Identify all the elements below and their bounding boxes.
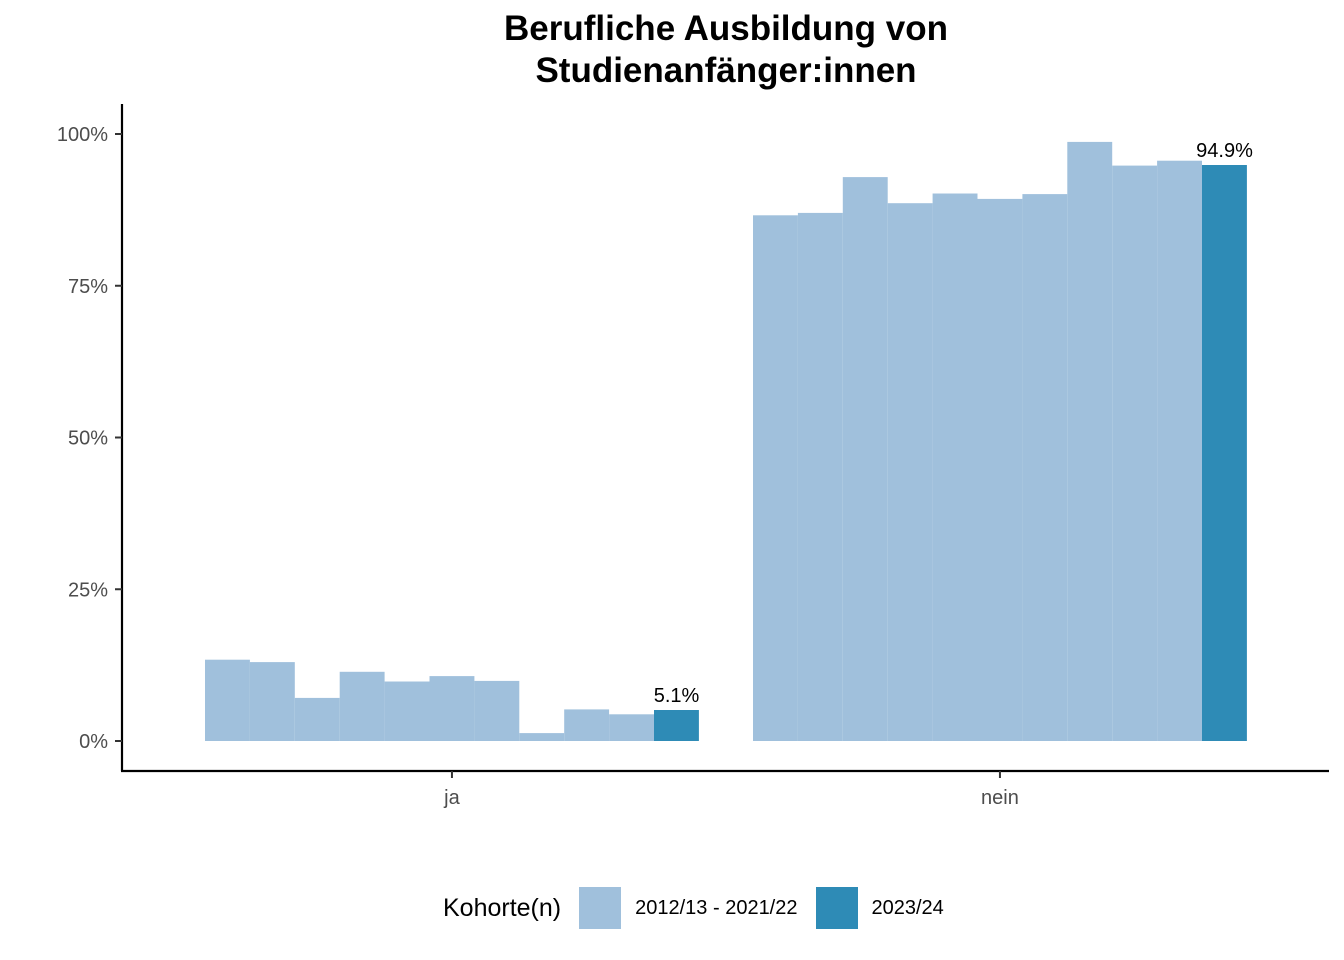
bar-nein-cohort-3	[887, 203, 933, 741]
bar-nein-cohort-8	[1112, 165, 1158, 742]
bar-ja-cohort-8	[564, 709, 610, 741]
legend-label-current: 2023/24	[871, 896, 944, 919]
bar-ja-cohort-7	[519, 733, 565, 741]
bar-nein-cohort-9	[1157, 160, 1202, 741]
chart-title: Berufliche Ausbildung von Studienanfänge…	[0, 8, 1344, 92]
x-axis-ticks: ja nein	[443, 771, 1019, 809]
bar-ja-cohort-1	[249, 662, 295, 741]
chart-title-line-1: Berufliche Ausbildung von	[504, 9, 948, 48]
legend: Kohorte(n) 2012/13 - 2021/22 2023/24	[443, 886, 962, 930]
y-axis-ticks: 0% 25% 50% 75% 100%	[57, 124, 122, 753]
bar-ja-cohort-3	[339, 671, 385, 741]
bar-ja-cohort-2	[294, 697, 340, 741]
bar-nein-cohort-0	[753, 215, 798, 742]
bar-ja-cohort-4	[384, 681, 430, 741]
bar-nein-cohort-2	[842, 177, 888, 742]
bar-nein-cohort-1	[797, 212, 843, 741]
data-label-group: 5.1% 94.9%	[654, 140, 1253, 707]
bar-nein-cohort-4	[932, 193, 978, 741]
bar-ja-cohort-9	[609, 714, 654, 741]
data-label-nein: 94.9%	[1196, 140, 1253, 162]
bar-group	[205, 141, 1247, 742]
y-tick-label: 50%	[68, 428, 108, 450]
chart-title-line-2: Studienanfänger:innen	[535, 51, 917, 90]
bar-ja-cohort-10	[654, 710, 699, 741]
legend-key-historic	[579, 887, 622, 929]
x-tick-label-ja: ja	[443, 787, 460, 809]
legend-title: Kohorte(n)	[443, 893, 562, 922]
bar-nein-cohort-6	[1022, 194, 1068, 742]
legend-key-current	[815, 887, 858, 929]
bar-nein-cohort-7	[1067, 141, 1113, 741]
bar-ja-cohort-5	[429, 676, 475, 741]
data-label-ja: 5.1%	[654, 685, 700, 707]
bar-nein-cohort-10	[1202, 165, 1247, 741]
y-tick-label: 0%	[79, 731, 108, 753]
y-tick-label: 75%	[68, 276, 108, 298]
bar-ja-cohort-6	[474, 680, 520, 741]
y-tick-label: 25%	[68, 579, 108, 601]
legend-label-historic: 2012/13 - 2021/22	[635, 896, 798, 919]
bar-ja-cohort-0	[205, 659, 250, 741]
y-tick-label: 100%	[57, 124, 108, 146]
x-tick-label-nein: nein	[981, 787, 1019, 809]
bar-nein-cohort-5	[977, 198, 1023, 741]
